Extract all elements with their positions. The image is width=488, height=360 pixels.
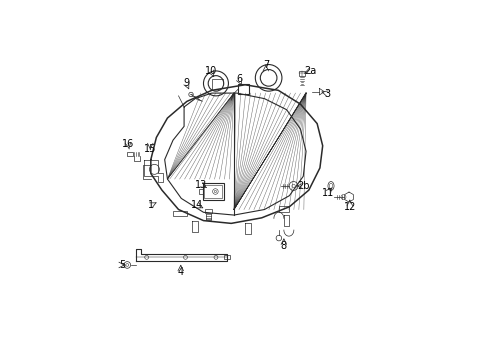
Bar bbox=[278, 206, 288, 212]
Bar bbox=[126, 152, 133, 156]
Text: 8: 8 bbox=[280, 240, 286, 251]
Text: 16: 16 bbox=[122, 139, 134, 149]
Text: 14: 14 bbox=[191, 201, 203, 210]
Text: 10: 10 bbox=[204, 67, 217, 76]
Text: 11: 11 bbox=[321, 188, 333, 198]
Bar bbox=[224, 255, 229, 260]
Bar bbox=[238, 84, 248, 94]
Text: 7: 7 bbox=[262, 60, 268, 70]
Text: 6: 6 bbox=[235, 74, 242, 84]
Bar bbox=[199, 189, 203, 194]
Bar bbox=[298, 71, 305, 76]
Text: 3: 3 bbox=[324, 89, 330, 99]
Text: 1: 1 bbox=[147, 201, 154, 210]
Text: 13: 13 bbox=[195, 180, 207, 190]
Bar bbox=[205, 209, 211, 213]
Bar bbox=[204, 185, 222, 198]
Text: 15: 15 bbox=[144, 144, 156, 154]
Bar bbox=[203, 184, 223, 199]
Text: 9: 9 bbox=[183, 78, 189, 89]
Text: 5: 5 bbox=[119, 260, 125, 270]
Bar bbox=[173, 211, 186, 216]
Text: 2b: 2b bbox=[296, 181, 309, 191]
Text: 4: 4 bbox=[177, 267, 183, 277]
Text: 12: 12 bbox=[343, 202, 355, 212]
Text: 2a: 2a bbox=[304, 66, 316, 76]
